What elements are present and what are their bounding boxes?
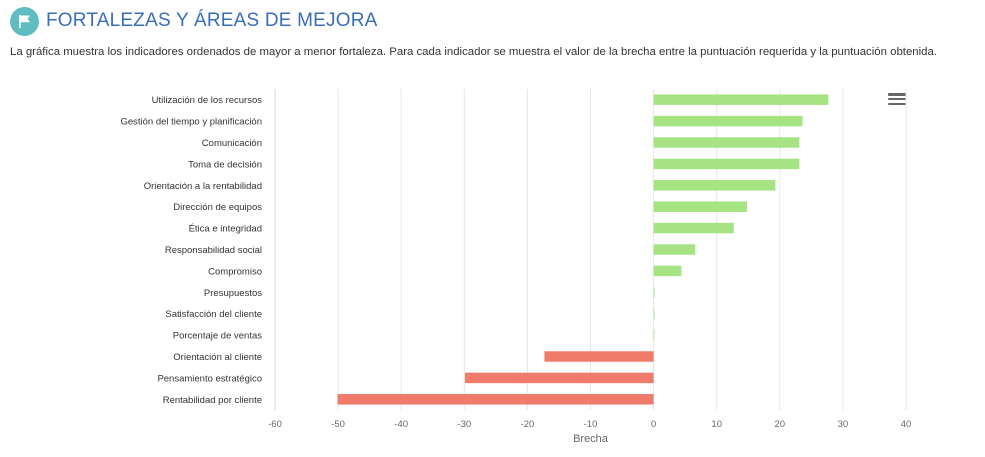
category-label: Ética e integridad [189,224,262,235]
category-label: Rentabilidad por cliente [163,395,262,406]
x-axis-title: Brecha [573,433,609,445]
bar-10 [653,287,655,298]
category-label: Gestión del tiempo y planificación [120,117,262,128]
x-tick-label: -10 [584,419,598,430]
page-title: FORTALEZAS Y ÁREAS DE MEJORA [46,10,378,31]
x-tick-label: -60 [268,419,282,430]
category-label: Pensamiento estratégico [157,373,262,384]
category-label: Comunicación [202,138,262,149]
hamburger-menu-icon[interactable] [888,93,906,107]
x-tick-label: -30 [457,419,471,430]
bar-7 [653,222,734,234]
x-tick-label: -50 [331,419,345,430]
bar-2 [653,115,803,127]
bar-1 [653,94,829,105]
bar-14 [464,372,654,384]
flag-icon [10,6,39,36]
bar-9 [653,265,682,277]
category-label: Utilización de los recursos [152,95,263,106]
bar-5 [653,180,776,191]
category-label: Porcentaje de ventas [173,331,263,342]
category-label: Compromiso [208,266,262,277]
category-label: Dirección de equipos [173,202,262,213]
bar-15 [337,394,654,405]
x-tick-label: -20 [521,419,535,430]
category-label: Responsabilidad social [165,245,262,256]
x-tick-label: 30 [838,419,849,430]
bar-6 [653,201,747,212]
x-tick-label: 40 [901,419,912,430]
bar-11 [653,308,655,319]
bar-3 [653,137,800,148]
x-tick-label: 0 [651,419,656,430]
x-tick-label: 20 [775,419,786,430]
x-tick-label: 10 [711,419,722,430]
chart-description: La gráfica muestra los indicadores orden… [10,46,937,58]
category-label: Toma de decisión [188,159,262,170]
category-label: Satisfacción del cliente [165,309,262,320]
category-label: Presupuestos [204,288,262,299]
bar-12 [653,329,655,341]
bar-8 [653,244,696,255]
bar-13 [544,351,654,362]
bar-4 [653,158,800,170]
x-tick-label: -40 [394,419,408,430]
category-label: Orientación al cliente [173,352,262,363]
chart-header: FORTALEZAS Y ÁREAS DE MEJORA [10,6,378,36]
category-label: Orientación a la rentabilidad [144,181,262,192]
